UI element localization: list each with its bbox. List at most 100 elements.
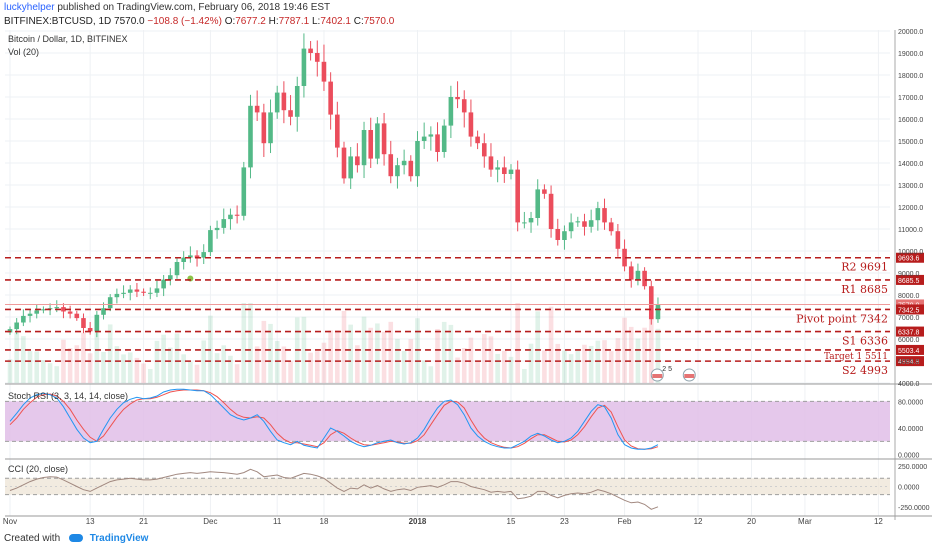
y-tick-label: 17000.0 bbox=[898, 95, 923, 102]
price-text: 7570.0 bbox=[114, 16, 145, 27]
level-label: S1 6336 bbox=[842, 335, 888, 348]
price-tag bbox=[896, 356, 924, 367]
candle bbox=[542, 189, 547, 194]
candle bbox=[67, 311, 73, 314]
volume-bar bbox=[314, 351, 320, 383]
candle bbox=[481, 143, 487, 157]
stoch-rsi-title: Stoch RSI (3, 3, 14, 14, close) bbox=[8, 391, 128, 401]
candle bbox=[341, 147, 347, 179]
volume-bar bbox=[528, 343, 534, 383]
volume-bar bbox=[568, 354, 574, 383]
candle bbox=[134, 289, 140, 292]
candle bbox=[421, 136, 427, 141]
volume-bar bbox=[448, 324, 454, 383]
volume-bar bbox=[301, 316, 307, 383]
flag-stripe bbox=[684, 374, 695, 378]
candle bbox=[228, 214, 233, 220]
footer: Created with TradingView bbox=[4, 533, 148, 544]
volume-bar bbox=[388, 321, 394, 383]
close-label: C: bbox=[353, 16, 364, 27]
volume-bar bbox=[455, 357, 460, 383]
volume-bar bbox=[27, 351, 33, 383]
author-link[interactable]: luckyhelper bbox=[4, 2, 55, 13]
candle bbox=[435, 134, 440, 152]
price-tag-label: 7342.5 bbox=[898, 307, 920, 314]
candle bbox=[575, 221, 581, 223]
candle bbox=[107, 297, 113, 309]
publish-text: published on TradingView.com, February 0… bbox=[57, 2, 331, 13]
cci-band bbox=[5, 478, 890, 495]
candle bbox=[147, 292, 153, 294]
candle bbox=[254, 105, 260, 113]
price-tag bbox=[896, 326, 924, 337]
candle bbox=[21, 315, 26, 323]
price-tag-label: 5503.4 bbox=[898, 348, 920, 355]
candle bbox=[274, 92, 280, 113]
y-tick-label: 8000.0 bbox=[898, 293, 920, 300]
candle bbox=[27, 313, 33, 316]
rsi-tick-label: 0.0000 bbox=[898, 453, 920, 460]
y-tick-label: 19000.0 bbox=[898, 51, 923, 58]
volume-bar bbox=[488, 336, 494, 383]
volume-bar bbox=[495, 353, 500, 383]
volume-bar bbox=[154, 340, 160, 383]
volume-bar bbox=[548, 306, 554, 383]
candle bbox=[121, 292, 126, 294]
volume-bar bbox=[582, 344, 587, 383]
candle bbox=[308, 48, 313, 53]
x-tick-label: 23 bbox=[560, 517, 569, 526]
level-label: R1 8685 bbox=[841, 283, 888, 296]
candle bbox=[87, 328, 93, 332]
volume-bar bbox=[588, 345, 594, 383]
volume-bar bbox=[355, 345, 360, 383]
candle bbox=[508, 169, 514, 174]
candle bbox=[475, 136, 480, 144]
candle bbox=[615, 231, 621, 249]
candle bbox=[201, 252, 207, 258]
candle bbox=[94, 314, 100, 332]
candle bbox=[375, 123, 380, 159]
publish-line: luckyhelper published on TradingView.com… bbox=[4, 2, 330, 13]
candle bbox=[595, 208, 601, 221]
x-tick-label: 20 bbox=[747, 517, 756, 526]
candle bbox=[535, 189, 541, 218]
volume-bar bbox=[341, 311, 347, 383]
x-tick-label: 2018 bbox=[409, 517, 427, 526]
candle bbox=[208, 230, 213, 253]
candle bbox=[602, 208, 607, 223]
candle bbox=[528, 218, 534, 223]
volume-bar bbox=[47, 363, 53, 383]
volume-bar bbox=[74, 345, 80, 383]
high-value: 7787.1 bbox=[278, 16, 310, 27]
y-tick-label: 7000.0 bbox=[898, 315, 920, 322]
stoch-d-line bbox=[9, 389, 659, 450]
high-label: H: bbox=[268, 16, 279, 27]
y-tick-label: 13000.0 bbox=[898, 183, 923, 190]
y-tick-label: 14000.0 bbox=[898, 161, 923, 168]
volume-bar bbox=[281, 346, 287, 383]
volume-bar bbox=[515, 303, 520, 383]
candle bbox=[468, 112, 474, 137]
open-label: O: bbox=[224, 16, 236, 27]
volume-bar bbox=[502, 350, 507, 383]
volume-bar bbox=[562, 350, 567, 383]
candle bbox=[348, 156, 353, 179]
candle bbox=[241, 167, 247, 216]
volume-bar bbox=[555, 343, 561, 383]
tradingview-brand[interactable]: TradingView bbox=[89, 533, 149, 544]
volume-bar bbox=[328, 330, 333, 383]
volume-bar bbox=[435, 329, 440, 383]
volume-bar bbox=[261, 320, 267, 383]
candle bbox=[101, 308, 106, 315]
candle bbox=[441, 125, 447, 152]
candle bbox=[268, 112, 273, 144]
candle bbox=[7, 329, 13, 333]
candle bbox=[181, 257, 186, 262]
candle bbox=[127, 289, 133, 293]
candle bbox=[154, 288, 160, 293]
candle bbox=[408, 160, 414, 177]
candle bbox=[622, 248, 627, 267]
volume-bar bbox=[421, 360, 427, 383]
candle bbox=[141, 291, 146, 293]
